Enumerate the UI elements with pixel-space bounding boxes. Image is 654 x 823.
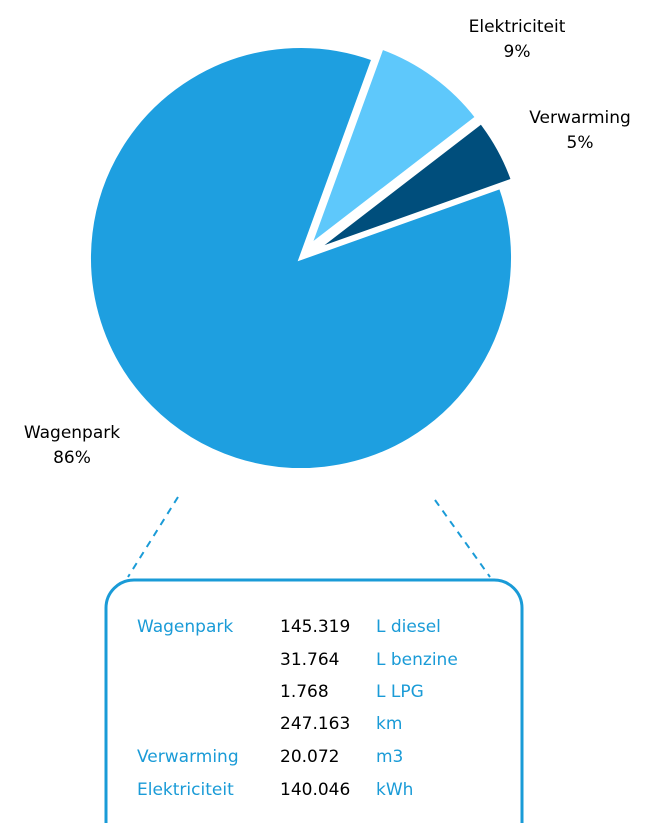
detail-box <box>104 578 524 823</box>
row-amount: 140.046 <box>280 780 350 800</box>
row-amount: 145.319 <box>280 617 350 637</box>
slice-value-label: 9% <box>504 42 531 62</box>
slice-label: Wagenpark <box>24 423 120 443</box>
pie-slice <box>87 44 515 472</box>
row-unit: L LPG <box>376 682 424 702</box>
row-unit: km <box>376 714 402 734</box>
row-amount: 247.163 <box>280 714 350 734</box>
row-label: Elektriciteit <box>137 780 234 800</box>
row-label: Verwarming <box>137 747 239 767</box>
row-amount: 20.072 <box>280 747 339 767</box>
row-unit: kWh <box>376 780 413 800</box>
row-amount: 31.764 <box>280 650 339 670</box>
slice-label: Verwarming <box>529 108 631 128</box>
connector <box>434 499 491 578</box>
row-unit: L diesel <box>376 617 441 637</box>
pie-slice <box>312 119 516 254</box>
row-amount: 1.768 <box>280 682 329 702</box>
slice-value-label: 86% <box>53 448 91 468</box>
row-unit: L benzine <box>376 650 458 670</box>
slice-value-label: 5% <box>567 133 594 153</box>
pie-slice <box>305 44 481 253</box>
row-label: Wagenpark <box>137 617 233 637</box>
connector <box>127 496 179 578</box>
row-unit: m3 <box>376 747 403 767</box>
slice-label: Elektriciteit <box>469 17 566 37</box>
